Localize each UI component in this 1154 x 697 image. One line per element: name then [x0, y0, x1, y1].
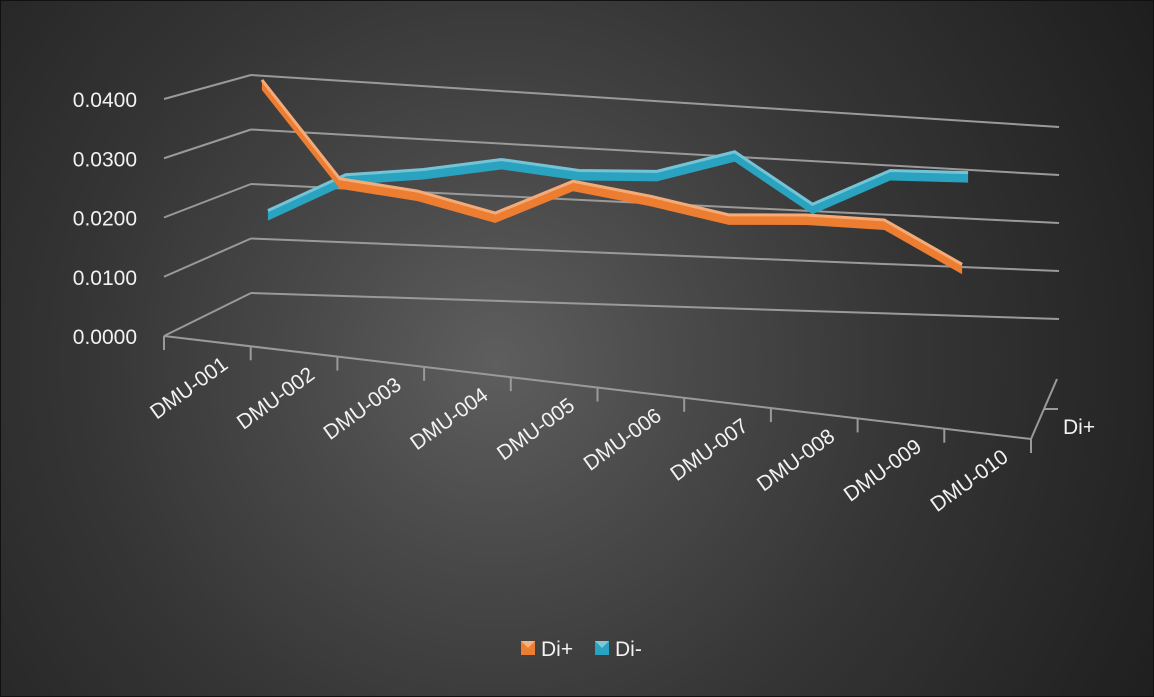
- gridline-side: [163, 74, 252, 100]
- y-tick-label: 0.0200: [73, 208, 137, 231]
- gridline-side: [163, 292, 252, 337]
- gridline-back: [250, 128, 1060, 176]
- legend-swatch-highlight: [595, 641, 609, 648]
- di-plus-ribbon-top: [260, 79, 963, 266]
- y-tick-label: 0.0400: [73, 89, 137, 112]
- x-tick-label: DMU-006: [580, 404, 666, 475]
- gridline-back: [250, 292, 1060, 320]
- di-minus-ribbon-face: [267, 151, 969, 221]
- gridline-back: [250, 237, 1060, 272]
- y-tick-label: 0.0100: [73, 267, 137, 290]
- gridline-side: [163, 128, 252, 160]
- y-tick-label: 0.0000: [73, 326, 137, 349]
- x-tick-label: DMU-010: [926, 445, 1012, 516]
- x-tick-label: DMU-007: [666, 414, 752, 485]
- gridline-side: [163, 237, 252, 278]
- x-tick-label: DMU-002: [233, 363, 319, 434]
- depth-axis-label: Di+: [1063, 416, 1095, 439]
- gridline-side: [163, 183, 252, 219]
- x-tick-label: DMU-008: [753, 425, 839, 496]
- x-tick-label: DMU-009: [840, 435, 926, 506]
- x-tick-label: DMU-001: [146, 353, 232, 424]
- legend-label: Di-: [615, 638, 642, 661]
- x-tick-label: DMU-005: [493, 394, 579, 465]
- di-minus-ribbon-top: [267, 150, 969, 213]
- x-tick-label: DMU-004: [406, 383, 492, 455]
- legend-swatch-highlight: [521, 641, 535, 648]
- gridline-back: [250, 74, 1060, 128]
- y-tick-label: 0.0300: [73, 148, 137, 171]
- legend-label: Di+: [541, 638, 573, 661]
- x-tick-label: DMU-003: [319, 373, 405, 444]
